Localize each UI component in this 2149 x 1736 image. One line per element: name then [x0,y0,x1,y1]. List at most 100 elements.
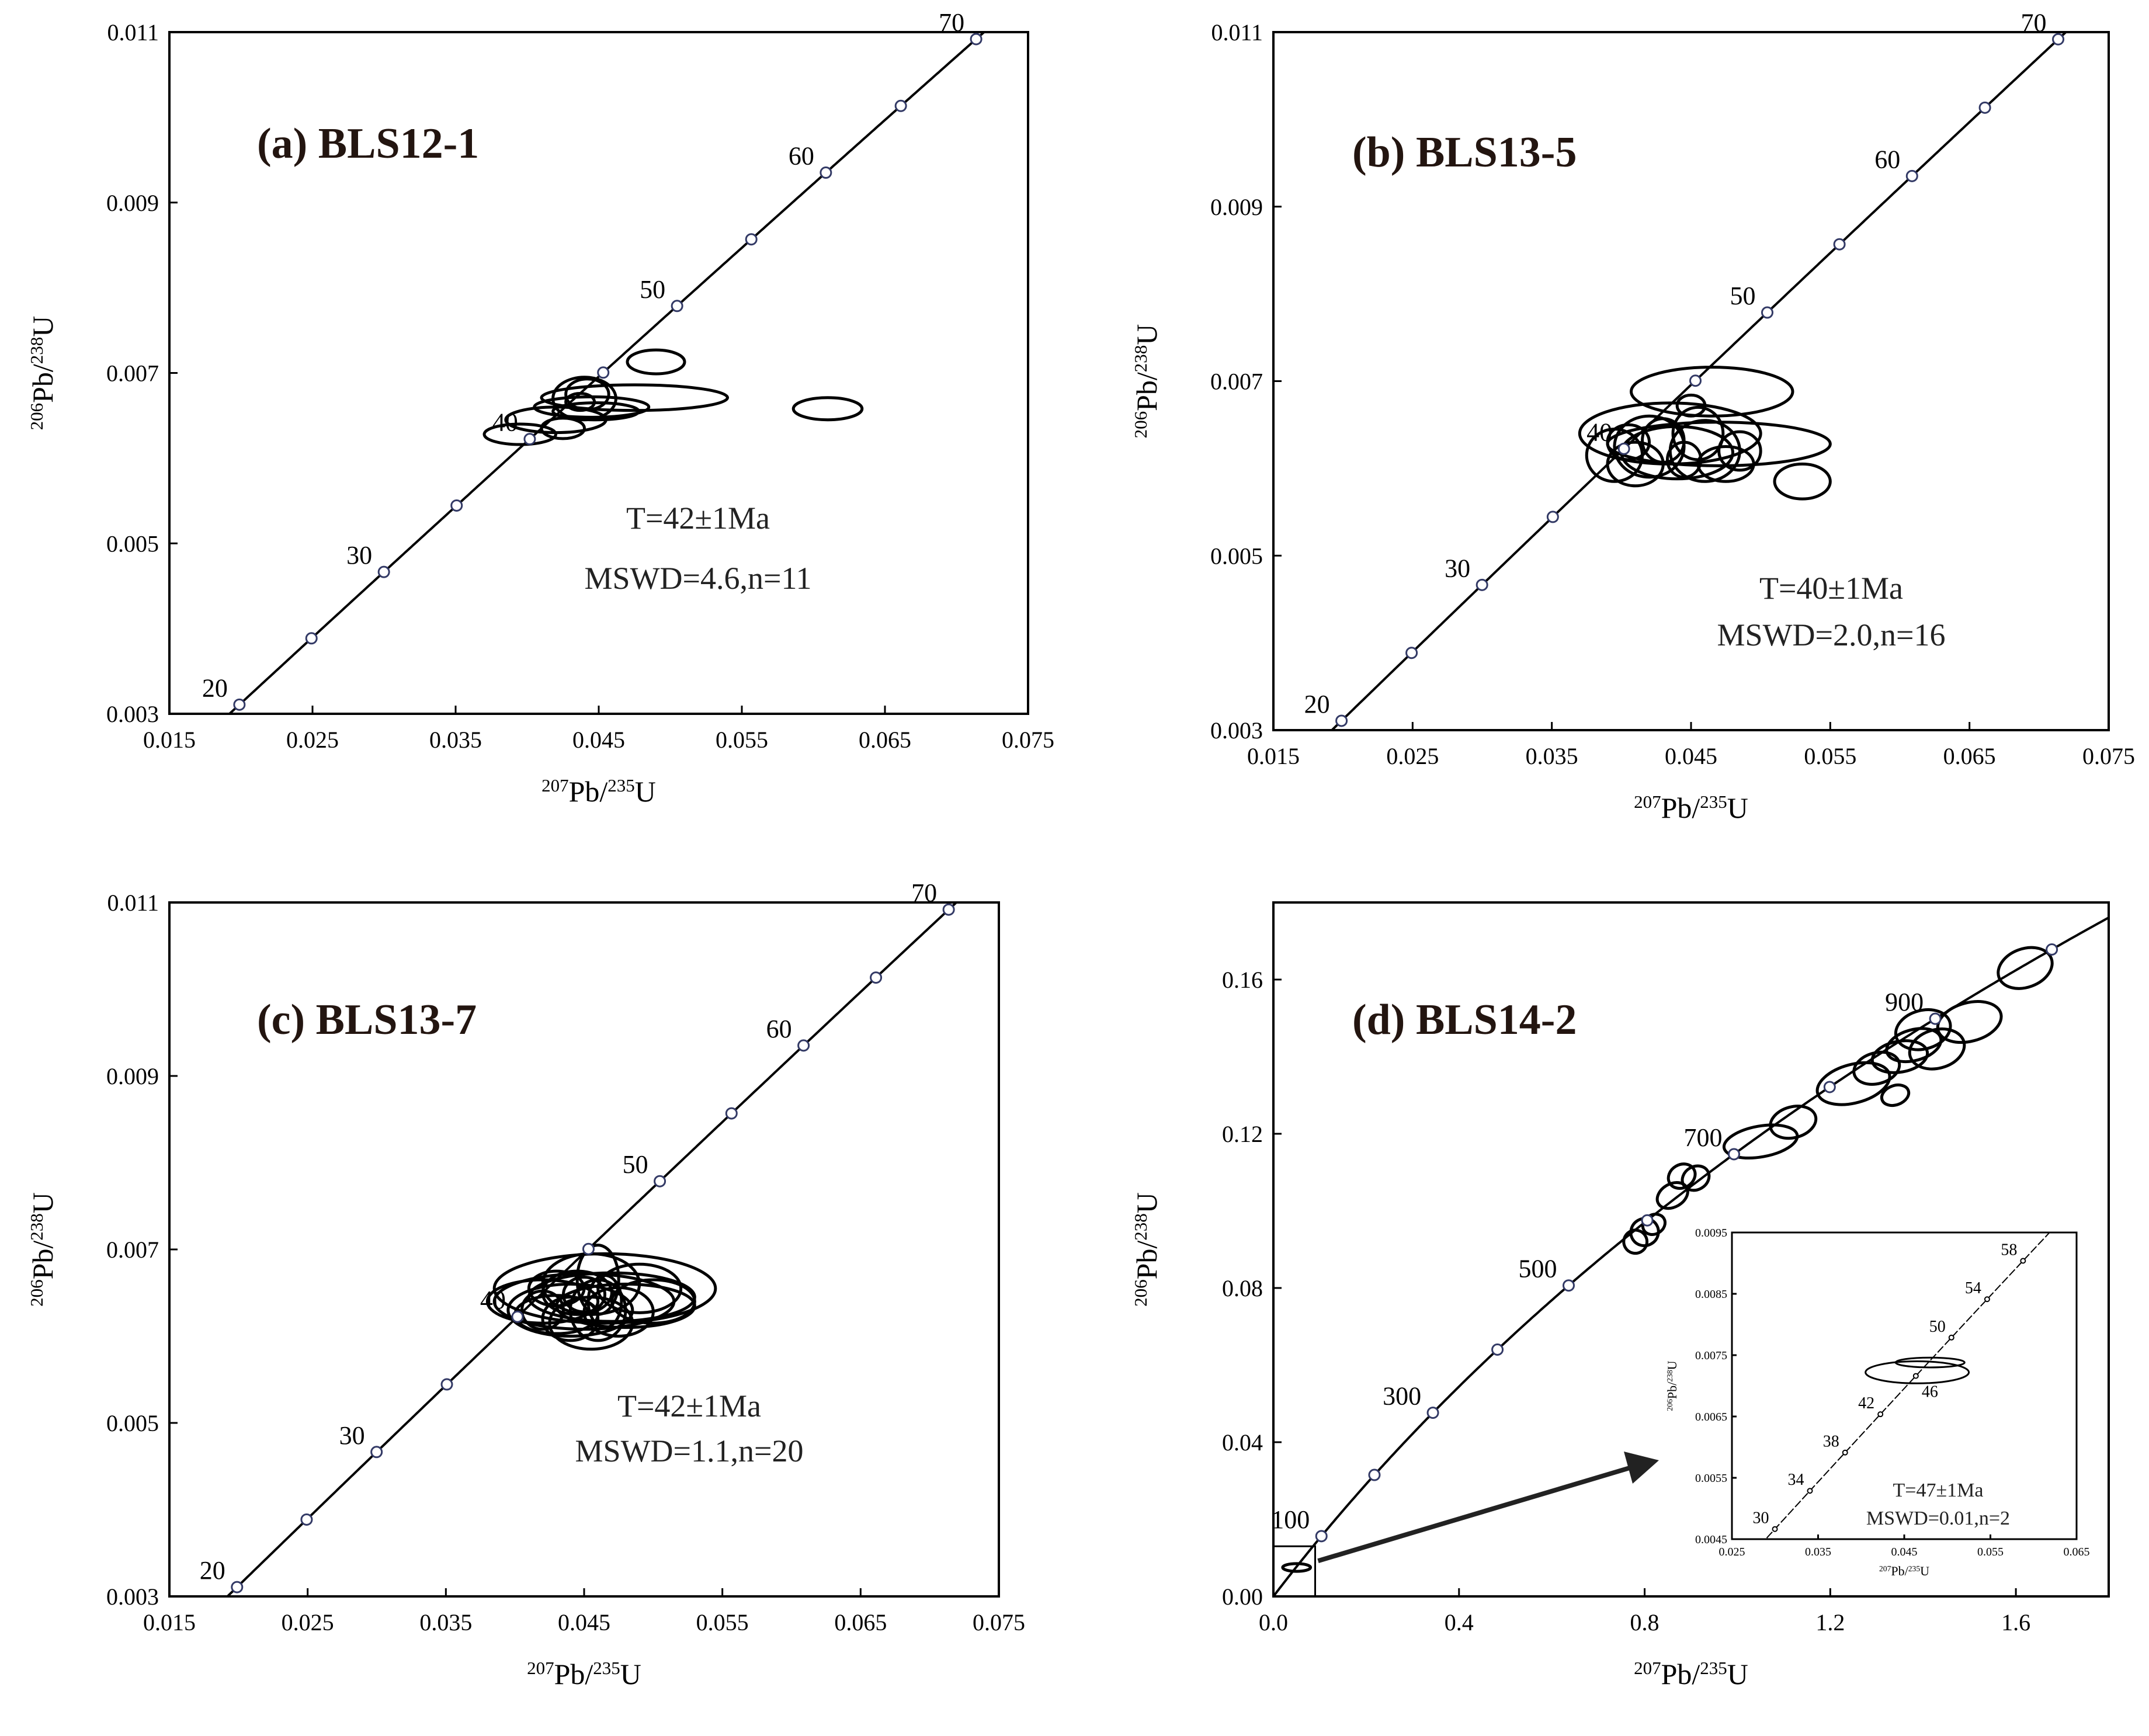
age-marker [1617,442,1630,455]
x-tick-label: 0.035 [429,727,482,753]
x-tick-label: 0.075 [2082,743,2135,769]
axis-sup2: 235 [1700,791,1727,812]
axis-tail: U [1727,1658,1748,1690]
age-label: 40 [480,1286,506,1314]
x-tick-label: 0.055 [1804,743,1856,769]
error-ellipse [1641,417,1686,464]
age-label: 40 [492,408,518,437]
age-label: 70 [939,8,964,37]
y-axis-label: 206Pb/238U [26,1192,60,1307]
age-marker [1405,647,1418,659]
plot-area [1330,32,2068,730]
plot-area [1273,916,2109,1596]
error-ellipse [610,1278,696,1325]
y-axis-label: 206Pb/238U [1130,1192,1164,1307]
age-label: 100 [1271,1505,1310,1534]
inset-age-marker [1912,1373,1919,1379]
axis-base: Pb/ [1891,1564,1908,1578]
inset-mswd-result: MSWD=0.01,n=2 [1866,1508,2010,1529]
age-marker [1335,714,1348,727]
error-ellipse [1629,1217,1660,1248]
age-label: 70 [911,879,937,907]
inset: 0.025 0.035 0.045 0.055 0.065 0.0045 0.0055 0.0… [1665,1227,2090,1578]
error-ellipse [551,401,641,422]
age-label: 30 [346,541,372,570]
error-ellipse [527,1269,586,1308]
concordia-curve [1330,32,2068,730]
error-ellipse [482,422,557,446]
age-marker [1315,1530,1328,1543]
age-label: 20 [200,1556,225,1585]
y-tick-label: 0.003 [1210,717,1263,744]
inset-x-tick-label: 0.055 [1977,1546,2004,1558]
error-ellipse [1815,1061,1891,1106]
x-tick-label: 0.025 [282,1609,334,1636]
zoom-arrow-head [1624,1452,1659,1484]
axis-sup: 206 [26,1279,47,1307]
axis-tail: U [1130,324,1163,345]
error-ellipse [1675,393,1707,418]
x-tick-label: 0.015 [143,1609,196,1636]
axis-sup2: 238 [26,337,47,364]
age-marker [1978,101,1991,114]
x-tick-label: 0.055 [696,1609,749,1636]
error-ellipse [1880,1083,1911,1107]
axis-sup: 206 [1130,411,1151,439]
age-label: 60 [789,142,814,171]
error-ellipse [596,1262,683,1314]
age-marker [745,233,758,246]
age-label: 50 [640,275,665,304]
age-result: T=42±1Ma [626,501,770,536]
x-tick-label: 0.045 [1665,743,1717,769]
age-marker [511,1310,524,1323]
age-label: 60 [1874,145,1900,173]
error-ellipse [1655,1181,1689,1210]
age-result: T=42±1Ma [617,1388,761,1423]
age-marker [797,1039,810,1052]
x-axis-label: 207Pb/235U [1634,791,1748,825]
error-ellipse [1885,1027,1943,1064]
panel-title: (a) BLS12-1 [257,120,479,168]
age-marker [377,565,390,578]
inset-x-axis-label: 207Pb/235U [1879,1564,1929,1578]
inset-y-tick-label: 0.0095 [1695,1227,1727,1239]
axis-tail: U [620,1658,641,1690]
age-label: 900 [1885,988,1924,1016]
inset-age-marker [1807,1488,1813,1494]
axis-tail: U [26,316,59,337]
axis-sup: 207 [1634,791,1661,812]
age-marker [233,698,246,711]
age-marker [1562,1279,1575,1292]
inset-age-marker [1948,1334,1954,1341]
age-marker [1905,169,1918,182]
axis-sup2: 235 [1908,1564,1921,1573]
inset-age-marker [1877,1411,1884,1418]
x-tick-label: 0.015 [143,727,196,753]
x-axis-label: 207Pb/235U [527,1658,641,1691]
x-tick-label: 0.055 [716,727,768,753]
y-tick-label: 0.08 [1222,1275,1263,1301]
age-marker [450,499,463,512]
age-label: 40 [1586,418,1612,446]
panel-a: 0.015 0.025 0.035 0.045 0.055 0.065 0.075 0.003… [26,8,1055,808]
age-label: 30 [1445,554,1470,582]
axis-sup: 207 [541,775,569,796]
mswd-result: MSWD=4.6,n=11 [585,561,812,596]
plot-area [227,32,986,714]
age-marker [970,33,983,46]
age-marker [582,1242,595,1255]
age-marker [1727,1148,1740,1161]
inset-age-marker [1984,1296,1990,1303]
error-ellipse [520,1289,565,1331]
inset-y-tick-label: 0.0085 [1695,1288,1727,1301]
axis-tail: U [1920,1564,1929,1578]
inset-y-tick-label: 0.0075 [1695,1349,1727,1362]
axis-tail: U [1665,1360,1679,1370]
age-marker [1833,238,1846,251]
axis-sup: 207 [527,1658,554,1678]
error-ellipse [1894,1008,1952,1051]
zoom-box [1272,1545,1316,1598]
age-marker [370,1446,383,1459]
inset-x-tick-label: 0.035 [1805,1546,1831,1558]
